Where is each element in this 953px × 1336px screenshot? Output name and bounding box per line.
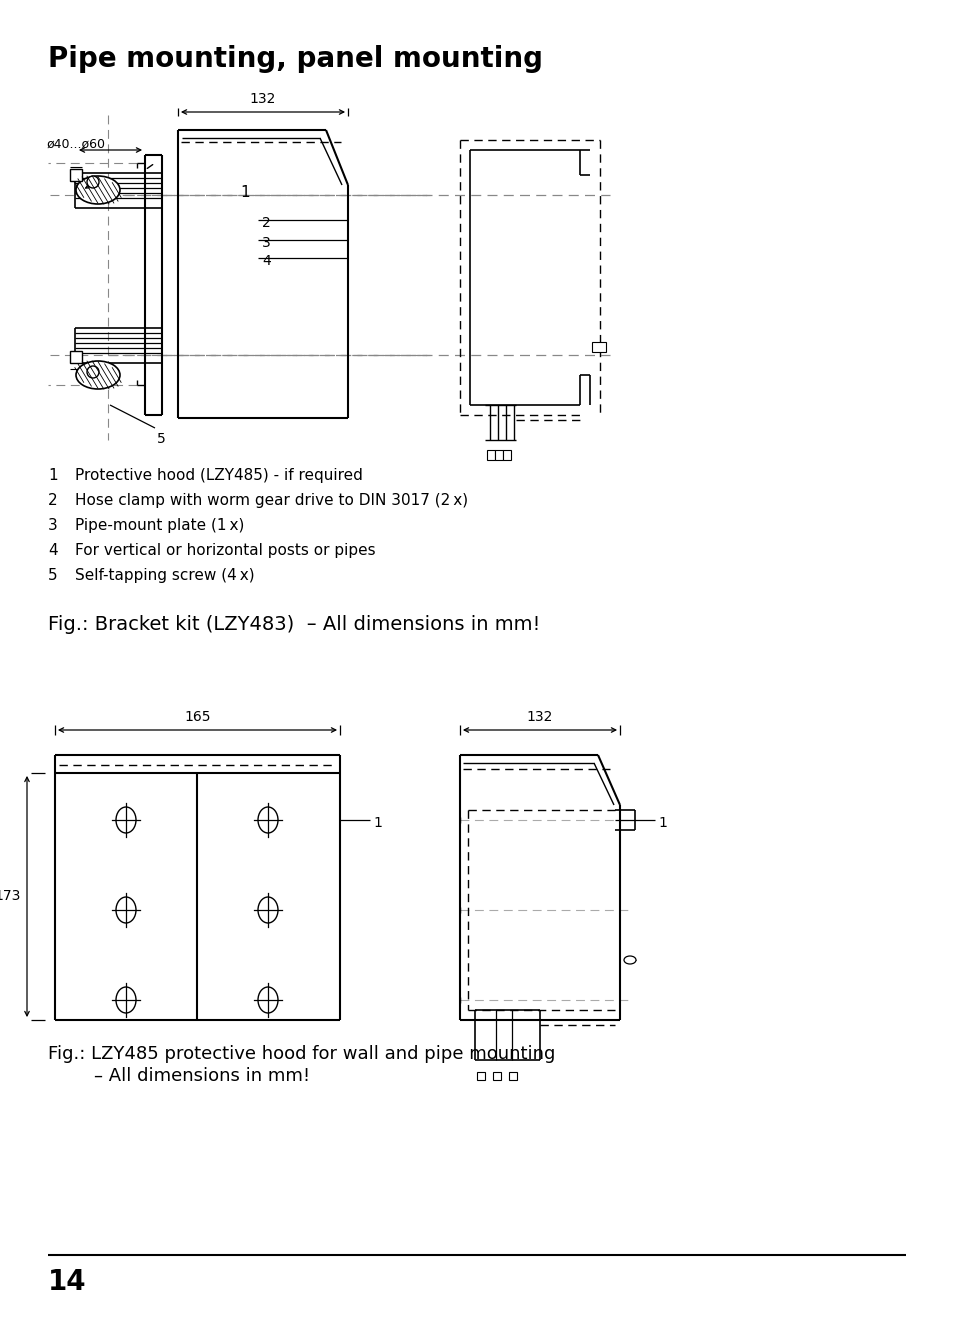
Text: ø40...ø60: ø40...ø60 [47,138,106,151]
Ellipse shape [116,987,136,1013]
Text: 5: 5 [157,432,166,446]
Bar [592,342,605,351]
Text: 2: 2 [48,493,57,508]
Ellipse shape [76,361,120,389]
Text: 4: 4 [48,542,57,558]
Text: 165: 165 [184,709,211,724]
Bar [70,351,82,363]
Text: 1: 1 [373,816,381,830]
Bar [502,450,511,460]
Text: Protective hood (LZY485) - if required: Protective hood (LZY485) - if required [75,468,362,484]
Text: 1: 1 [658,816,666,830]
Ellipse shape [257,807,277,834]
Text: 2: 2 [262,216,271,230]
Text: 5: 5 [48,568,57,582]
Bar [509,1071,517,1079]
Text: 173: 173 [0,888,21,903]
Bar [70,168,82,180]
Ellipse shape [76,176,120,204]
Text: For vertical or horizontal posts or pipes: For vertical or horizontal posts or pipe… [75,542,375,558]
Text: 4: 4 [262,254,271,269]
Circle shape [87,366,99,378]
Ellipse shape [257,896,277,923]
Ellipse shape [116,807,136,834]
Bar [486,450,495,460]
Text: 3: 3 [48,518,58,533]
Text: Hose clamp with worm gear drive to DIN 3017 (2 x): Hose clamp with worm gear drive to DIN 3… [75,493,468,508]
Bar [495,450,502,460]
Text: 132: 132 [250,92,276,106]
Bar [476,1071,484,1079]
Ellipse shape [116,896,136,923]
Text: Fig.: Bracket kit (LZY483)  – All dimensions in mm!: Fig.: Bracket kit (LZY483) – All dimensi… [48,615,539,635]
Text: 14: 14 [48,1268,87,1296]
Text: 1: 1 [48,468,57,484]
Text: Pipe mounting, panel mounting: Pipe mounting, panel mounting [48,45,542,73]
Bar [493,1071,500,1079]
Ellipse shape [257,987,277,1013]
Text: 3: 3 [262,236,271,250]
Text: Fig.: LZY485 protective hood for wall and pipe mounting: Fig.: LZY485 protective hood for wall an… [48,1045,555,1063]
Circle shape [87,176,99,188]
Ellipse shape [623,957,636,965]
Text: – All dimensions in mm!: – All dimensions in mm! [48,1067,310,1085]
Text: Self-tapping screw (4 x): Self-tapping screw (4 x) [75,568,254,582]
Text: 132: 132 [526,709,553,724]
Text: 1: 1 [240,184,250,200]
Text: Pipe-mount plate (1 x): Pipe-mount plate (1 x) [75,518,244,533]
